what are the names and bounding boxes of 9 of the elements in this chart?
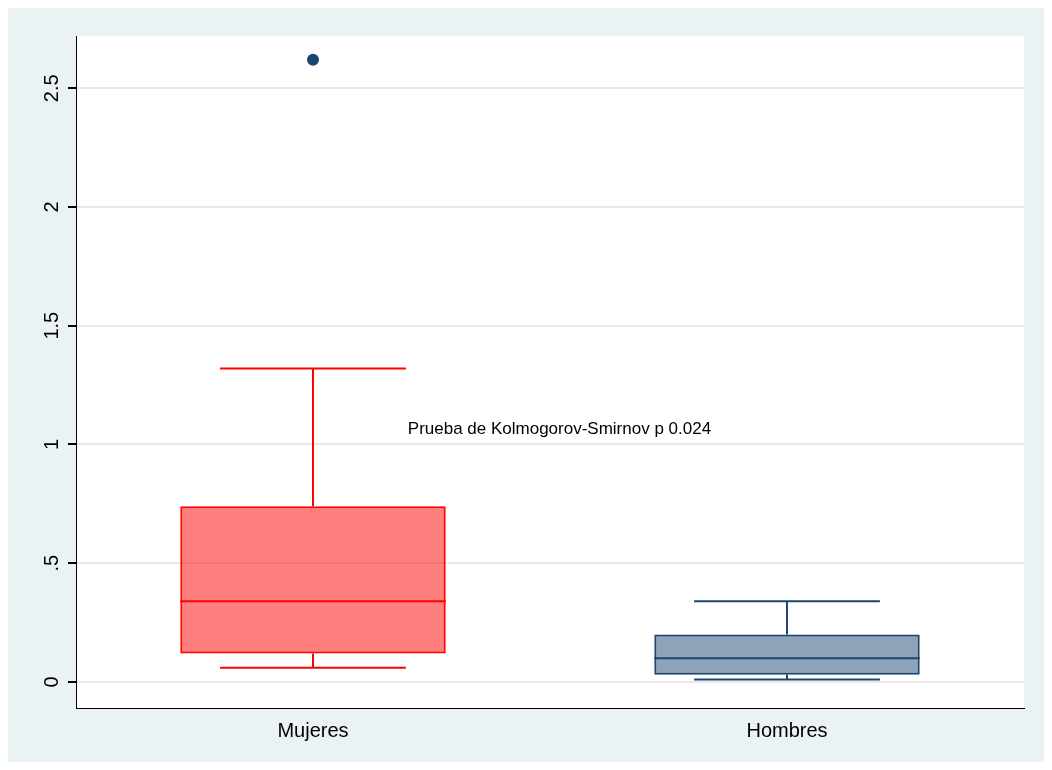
y-tick-label: 2 xyxy=(39,201,62,213)
annotation: Prueba de Kolmogorov-Smirnov p 0.024 xyxy=(407,418,712,438)
y-tick-label: 0 xyxy=(39,676,62,688)
x-tick-label: Mujeres xyxy=(277,718,349,741)
y-tick-label: 1.5 xyxy=(39,311,62,340)
y-tick-label: 1 xyxy=(39,438,62,450)
y-tick-label: 2.5 xyxy=(39,74,62,103)
y-tick-label: .5 xyxy=(39,554,62,572)
x-tick-label: Hombres xyxy=(746,718,828,741)
